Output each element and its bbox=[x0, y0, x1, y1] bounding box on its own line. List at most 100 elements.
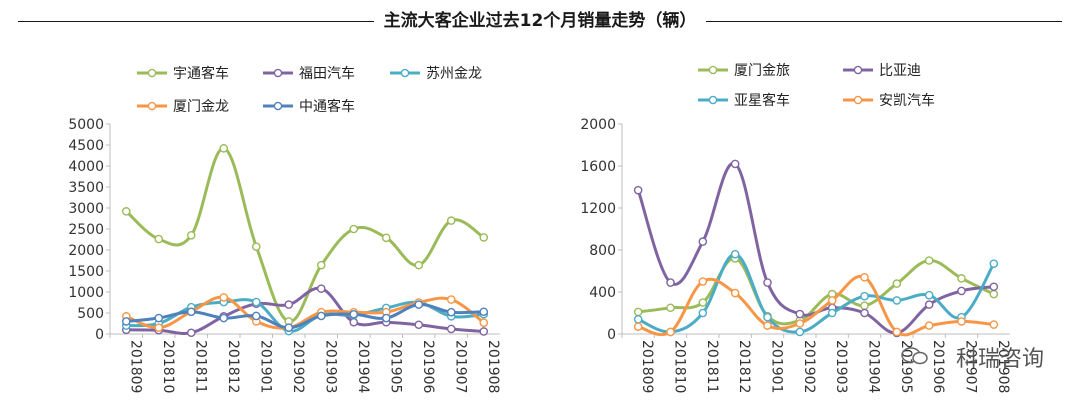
y-tick-label: 5000 bbox=[68, 117, 104, 133]
data-point bbox=[860, 272, 869, 282]
legend-label: 厦门金旅 bbox=[734, 63, 790, 79]
data-point bbox=[730, 288, 740, 298]
data-point bbox=[989, 320, 999, 329]
legend-label: 厦门金龙 bbox=[173, 99, 229, 115]
data-point bbox=[446, 295, 456, 304]
data-point bbox=[154, 313, 164, 323]
x-tick-label: 201810 bbox=[160, 340, 176, 393]
data-point bbox=[414, 300, 424, 309]
chart-title: 主流大客企业过去12个月销量走势（辆） bbox=[373, 11, 707, 31]
data-point bbox=[730, 249, 740, 259]
legend-label: 宇通客车 bbox=[173, 65, 229, 82]
data-point bbox=[316, 311, 326, 321]
data-point bbox=[924, 321, 934, 330]
data-point bbox=[414, 320, 424, 330]
legend-marker bbox=[273, 101, 283, 111]
legend-marker bbox=[147, 68, 157, 78]
watermark-label: 科瑞咨询 bbox=[955, 347, 1044, 372]
data-point bbox=[860, 308, 869, 318]
data-point bbox=[730, 159, 740, 169]
x-tick-label: 201809 bbox=[127, 340, 143, 393]
y-tick-label: 800 bbox=[589, 243, 616, 259]
data-point bbox=[479, 327, 489, 336]
data-point bbox=[795, 309, 805, 319]
legend-marker bbox=[708, 95, 718, 105]
x-tick-label: 201809 bbox=[639, 340, 655, 393]
data-point bbox=[989, 282, 999, 292]
legend-label: 安凯汽车 bbox=[879, 92, 935, 109]
y-tick-label: 0 bbox=[95, 327, 104, 343]
legend-marker bbox=[853, 95, 863, 105]
legend-entry: 安凯汽车 bbox=[843, 92, 935, 109]
y-tick-label: 4500 bbox=[68, 138, 104, 154]
legend-entry: 比亚迪 bbox=[843, 63, 921, 79]
data-point bbox=[381, 233, 391, 243]
x-tick-label: 201904 bbox=[866, 340, 882, 394]
x-tick-label: 201902 bbox=[801, 340, 817, 393]
x-tick-label: 201908 bbox=[485, 340, 501, 393]
data-point bbox=[989, 259, 999, 268]
data-point bbox=[924, 290, 934, 300]
x-tick-label: 201906 bbox=[930, 340, 946, 394]
data-point bbox=[251, 297, 261, 307]
y-tick-label: 2000 bbox=[580, 117, 616, 133]
data-point bbox=[414, 260, 424, 270]
data-point bbox=[186, 230, 196, 240]
data-point bbox=[186, 307, 196, 317]
data-point bbox=[860, 291, 869, 301]
y-tick-label: 400 bbox=[589, 285, 616, 301]
x-tick-label: 201901 bbox=[257, 340, 273, 393]
data-point bbox=[892, 327, 902, 337]
data-point bbox=[121, 317, 131, 326]
legend-label: 福田汽车 bbox=[299, 65, 355, 82]
data-point bbox=[795, 327, 805, 337]
data-point bbox=[633, 307, 643, 317]
data-point bbox=[284, 300, 294, 309]
left-line-chart: 0 500 1000 1500 2000 2500 3000 3500 4000 4500 5000… bbox=[68, 65, 501, 394]
x-tick-label: 201902 bbox=[290, 340, 306, 393]
data-point bbox=[924, 256, 934, 265]
data-point bbox=[666, 303, 675, 313]
data-point bbox=[957, 286, 966, 296]
data-point bbox=[924, 300, 934, 309]
data-point bbox=[698, 298, 708, 307]
data-point bbox=[186, 328, 196, 338]
data-point bbox=[957, 317, 966, 326]
x-tick-label: 201903 bbox=[322, 340, 338, 393]
legend-label: 亚星客车 bbox=[734, 92, 790, 109]
legend-entry: 福田汽车 bbox=[263, 65, 355, 82]
x-tick-label: 201812 bbox=[225, 340, 241, 393]
data-point bbox=[446, 307, 456, 317]
data-point bbox=[219, 144, 229, 153]
legend-marker bbox=[273, 68, 283, 78]
legend-entry: 苏州金龙 bbox=[390, 66, 482, 82]
data-point bbox=[763, 312, 772, 322]
data-point bbox=[316, 284, 326, 293]
x-tick-label: 201905 bbox=[387, 340, 403, 393]
y-tick-label: 1000 bbox=[68, 285, 104, 301]
y-tick-label: 4000 bbox=[68, 159, 104, 175]
x-tick-label: 201907 bbox=[452, 340, 468, 393]
data-point bbox=[251, 311, 261, 321]
data-point bbox=[827, 296, 837, 305]
legend-entry: 厦门金旅 bbox=[698, 63, 790, 79]
data-point bbox=[349, 224, 359, 234]
data-point bbox=[479, 233, 489, 242]
data-point bbox=[892, 296, 902, 305]
y-tick-label: 2000 bbox=[68, 243, 104, 259]
x-tick-label: 201906 bbox=[420, 340, 436, 394]
legend-entry: 厦门金龙 bbox=[137, 99, 229, 115]
data-point bbox=[633, 314, 643, 324]
data-point bbox=[795, 319, 805, 328]
legend-entry: 中通客车 bbox=[263, 98, 355, 115]
data-point bbox=[989, 289, 999, 299]
legend-marker bbox=[400, 68, 410, 78]
x-tick-label: 201908 bbox=[995, 340, 1011, 393]
data-point bbox=[316, 260, 326, 270]
data-point bbox=[121, 207, 131, 216]
data-point bbox=[957, 274, 966, 283]
data-point bbox=[479, 307, 489, 317]
data-point bbox=[446, 216, 456, 225]
data-point bbox=[666, 327, 675, 337]
data-point bbox=[284, 323, 294, 333]
